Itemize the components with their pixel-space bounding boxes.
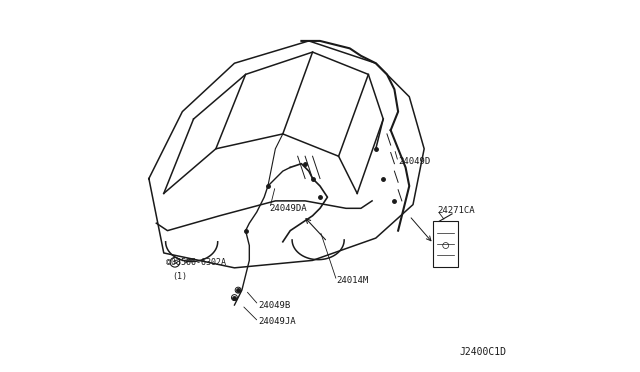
Text: 24049D: 24049D [398, 157, 430, 166]
Text: 24014M: 24014M [337, 276, 369, 285]
Text: (1): (1) [172, 272, 188, 280]
Text: S: S [173, 260, 177, 265]
Text: ©08566-6302A: ©08566-6302A [166, 258, 226, 267]
FancyBboxPatch shape [433, 221, 458, 267]
Text: 24049JA: 24049JA [259, 317, 296, 326]
Text: 24049B: 24049B [259, 301, 291, 310]
Text: 24271CA: 24271CA [437, 206, 475, 215]
Text: J2400C1D: J2400C1D [460, 347, 506, 356]
Text: 24049DA: 24049DA [270, 204, 307, 213]
